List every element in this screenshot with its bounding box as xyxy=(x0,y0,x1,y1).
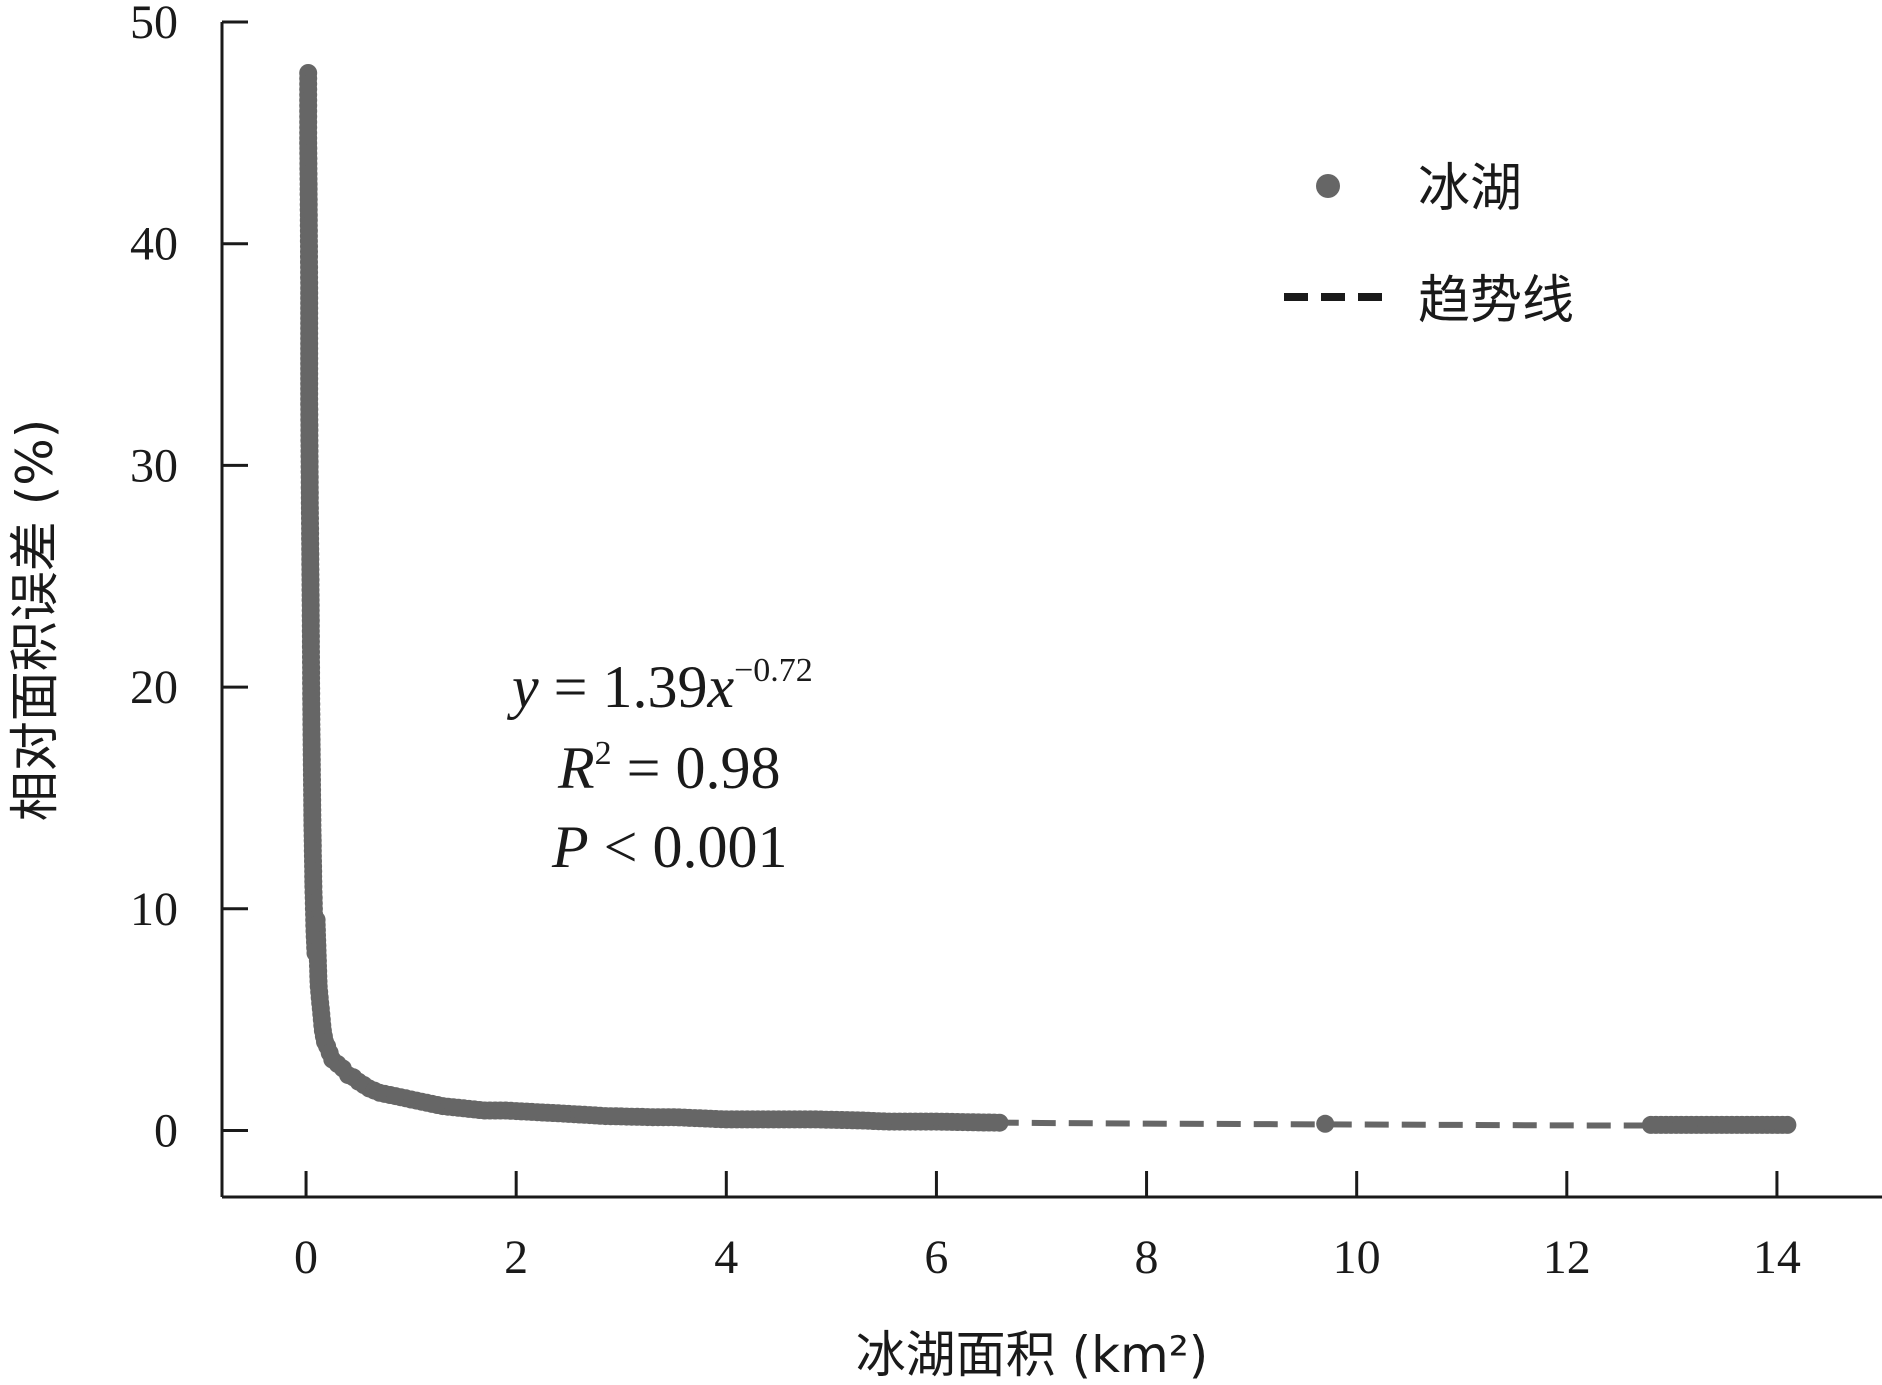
trend-line xyxy=(323,1027,1788,1129)
scatter-points-group xyxy=(299,64,1797,1134)
y-tick-label: 0 xyxy=(154,1104,178,1157)
x-tick-label: 6 xyxy=(924,1231,948,1284)
r-squared-label: R2 = 0.98 xyxy=(557,735,781,801)
legend-marker-scatter xyxy=(1316,174,1340,198)
x-tick-label: 2 xyxy=(504,1231,528,1284)
x-tick-label: 8 xyxy=(1135,1231,1159,1284)
x-tick-label: 4 xyxy=(714,1231,738,1284)
y-ticks-group: 0 10 20 30 40 50 xyxy=(130,0,248,1157)
x-axis-title: 冰湖面积 (km²) xyxy=(856,1326,1209,1384)
y-tick-label: 20 xyxy=(130,661,178,714)
x-tick-label: 0 xyxy=(294,1231,318,1284)
x-tick-label: 10 xyxy=(1333,1231,1381,1284)
y-tick-label: 30 xyxy=(130,439,178,492)
data-point-fill xyxy=(985,1113,1004,1132)
y-axis-title: 相对面积误差 (%) xyxy=(6,419,64,821)
legend-label-scatter: 冰湖 xyxy=(1418,159,1522,219)
fit-annotation: y = 1.39x−0.72 R2 = 0.98 P < 0.001 xyxy=(506,652,813,880)
x-tick-label: 12 xyxy=(1543,1231,1591,1284)
equation-label: y = 1.39x−0.72 xyxy=(506,652,813,720)
y-tick-label: 40 xyxy=(130,218,178,271)
y-tick-label: 10 xyxy=(130,883,178,936)
data-point xyxy=(1316,1114,1335,1133)
y-tick-label: 50 xyxy=(130,0,178,49)
trend-line-group xyxy=(323,1027,1788,1129)
p-value-label: P < 0.001 xyxy=(551,814,788,880)
legend-label-trend: 趋势线 xyxy=(1418,271,1574,331)
x-tick-label: 14 xyxy=(1753,1231,1801,1284)
x-ticks-group: 0 2 4 6 8 10 12 14 xyxy=(294,1171,1801,1284)
legend: 冰湖 趋势线 xyxy=(1284,159,1574,331)
